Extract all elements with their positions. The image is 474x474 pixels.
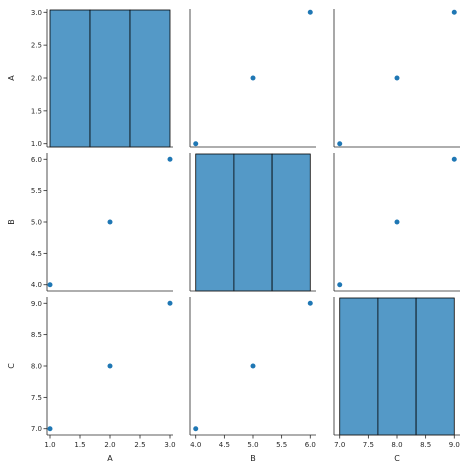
- x-axis-label-B: B: [250, 454, 256, 463]
- x-tick-label-A-3: 2.0: [104, 441, 115, 449]
- scatter-point-B-C-1: [193, 426, 199, 432]
- histogram-bar-C-1: [339, 297, 379, 436]
- scatter-point-C-B-2: [394, 219, 400, 225]
- y-tick-label-A-1: 1.0: [31, 140, 42, 148]
- y-axis-label-B: B: [7, 219, 16, 225]
- y-tick-label-C-5: 9.0: [31, 300, 42, 308]
- y-tick-label-C-3: 8.0: [31, 363, 42, 371]
- y-tick-label-C-1: 7.0: [31, 425, 42, 433]
- y-tick-label-A-2: 1.5: [31, 107, 42, 115]
- x-tick-label-C-2: 7.5: [363, 441, 374, 449]
- x-axis-label-C: C: [394, 454, 400, 463]
- histogram-bar-A-3: [129, 9, 171, 148]
- histogram-bar-B-3: [271, 153, 311, 292]
- y-axis-label-A: A: [7, 75, 16, 81]
- y-tick-label-C-4: 8.5: [31, 331, 42, 339]
- x-tick-label-C-3: 8.0: [391, 441, 402, 449]
- scatter-point-C-B-1: [337, 282, 343, 288]
- y-tick-label-A-3: 2.0: [31, 75, 42, 83]
- scatter-point-B-A-1: [193, 141, 199, 147]
- y-tick-label-C-2: 7.5: [31, 394, 42, 402]
- x-tick-label-A-5: 3.0: [164, 441, 175, 449]
- y-tick-label-B-1: 4.0: [31, 281, 42, 289]
- scatter-point-B-A-3: [307, 9, 313, 15]
- y-tick-label-A-4: 2.5: [31, 42, 42, 50]
- scatter-point-C-A-1: [337, 141, 343, 147]
- x-tick-label-B-3: 5.0: [247, 441, 258, 449]
- y-axis-label-C: C: [7, 363, 16, 369]
- y-tick-label-B-5: 6.0: [31, 156, 42, 164]
- scatter-point-B-A-2: [250, 75, 256, 81]
- histogram-bar-C-2: [377, 297, 417, 436]
- histogram-bar-A-2: [89, 9, 131, 148]
- x-tick-label-B-5: 6.0: [305, 441, 316, 449]
- scatter-point-A-C-2: [107, 363, 113, 369]
- scatter-point-C-B-3: [451, 156, 457, 162]
- scatter-point-B-C-2: [250, 363, 256, 369]
- scatter-point-A-B-1: [47, 282, 53, 288]
- scatter-point-A-B-2: [107, 219, 113, 225]
- x-tick-label-B-1: 4.0: [190, 441, 201, 449]
- x-tick-label-A-4: 2.5: [134, 441, 145, 449]
- histogram-bar-C-3: [415, 297, 455, 436]
- histogram-bar-A-1: [49, 9, 91, 148]
- scatter-point-A-C-1: [47, 426, 53, 432]
- x-tick-label-B-4: 5.5: [276, 441, 287, 449]
- y-tick-label-A-5: 3.0: [31, 9, 42, 17]
- scatter-point-C-A-3: [451, 9, 457, 15]
- x-tick-label-A-1: 1.0: [44, 441, 55, 449]
- y-tick-label-B-4: 5.5: [31, 187, 42, 195]
- x-tick-label-C-1: 7.0: [334, 441, 345, 449]
- scatter-point-A-B-3: [167, 156, 173, 162]
- x-tick-label-C-4: 8.5: [420, 441, 431, 449]
- x-tick-label-B-2: 4.5: [219, 441, 230, 449]
- scatter-point-C-A-2: [394, 75, 400, 81]
- scatter-point-B-C-3: [307, 300, 313, 306]
- x-tick-label-C-5: 9.0: [449, 441, 460, 449]
- histogram-bar-B-1: [195, 153, 235, 292]
- histogram-bar-B-2: [233, 153, 273, 292]
- y-tick-label-B-2: 4.5: [31, 250, 42, 258]
- scatter-point-A-C-3: [167, 300, 173, 306]
- x-axis-label-A: A: [107, 454, 113, 463]
- y-tick-label-B-3: 5.0: [31, 219, 42, 227]
- x-tick-label-A-2: 1.5: [74, 441, 85, 449]
